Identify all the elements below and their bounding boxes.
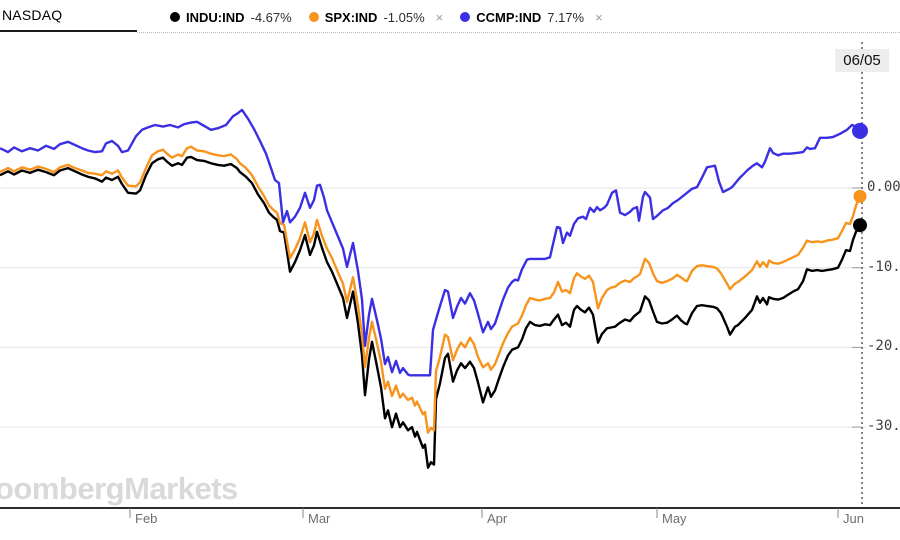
legend-series-name: INDU:IND: [186, 9, 245, 25]
series-color-dot-indu: [170, 12, 180, 22]
series-line-ccmp[interactable]: [0, 108, 861, 377]
legend-series-name: SPX:IND: [324, 9, 378, 25]
close-icon[interactable]: ×: [595, 9, 603, 25]
y-tick-label: -20.: [867, 338, 900, 355]
legend: INDU:IND -4.67% SPX:IND -1.05% × CCMP:IN…: [170, 6, 603, 28]
series-endpoint-dot-ccmp: [852, 122, 868, 139]
legend-item-spx[interactable]: SPX:IND -1.05% ×: [308, 9, 444, 25]
legend-series-value: -1.05%: [383, 9, 425, 25]
x-tick-label: Feb: [135, 511, 158, 526]
series-color-dot-ccmp: [460, 12, 471, 22]
watermark-bloomberg-markets: oombergMarkets: [0, 471, 238, 506]
series-endpoint-dot-indu: [853, 218, 867, 233]
tab-nasdaq[interactable]: NASDAQ: [0, 0, 137, 32]
close-icon[interactable]: ×: [435, 9, 444, 25]
legend-item-indu[interactable]: INDU:IND -4.67%: [170, 10, 292, 25]
x-tick-label: Apr: [487, 511, 508, 526]
x-tick-label: May: [662, 511, 687, 526]
legend-series-value: 7.17%: [547, 9, 585, 25]
y-tick-label: -10.: [867, 258, 900, 275]
legend-series-name: CCMP:IND: [476, 9, 542, 25]
y-tick-label: -30.: [867, 418, 900, 435]
crosshair-date-label: 06/05: [835, 49, 889, 72]
series-endpoint-dot-spx: [853, 189, 867, 203]
series-color-dot-spx: [308, 12, 319, 22]
legend-item-ccmp[interactable]: CCMP:IND 7.17% ×: [460, 9, 603, 25]
legend-series-value: -4.67%: [250, 9, 292, 25]
series-line-indu[interactable]: [0, 155, 862, 469]
header-divider: [137, 32, 900, 33]
series-line-spx[interactable]: [0, 145, 862, 434]
y-tick-label: 0.00: [867, 179, 900, 195]
x-tick-label: Mar: [308, 511, 331, 526]
x-tick-label: Jun: [843, 511, 864, 526]
